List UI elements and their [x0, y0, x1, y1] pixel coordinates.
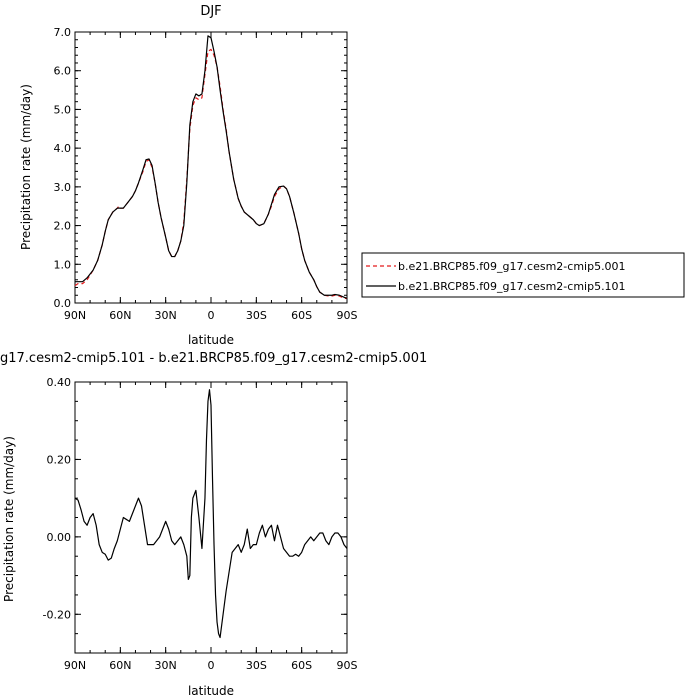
bottom-chart-title: g17.cesm2-cmip5.101 - b.e21.BRCP85.f09_g… [0, 351, 427, 366]
bottom-x-tick-label: 90S [337, 659, 358, 672]
top-x-tick-label: 60S [291, 309, 312, 322]
top-chart-title: DJF [200, 4, 221, 19]
top-chart: DJF Precipitation rate (mm/day) latitude… [19, 4, 358, 347]
bottom-chart: g17.cesm2-cmip5.101 - b.e21.BRCP85.f09_g… [0, 351, 427, 698]
top-chart-ylabel: Precipitation rate (mm/day) [19, 84, 33, 250]
top-x-tick-label: 60N [109, 309, 131, 322]
bottom-y-tick-label: -0.20 [43, 608, 71, 621]
top-y-tick-label: 4.0 [54, 142, 72, 155]
top-y-tick-label: 7.0 [54, 26, 72, 39]
top-series-line-1 [74, 48, 347, 299]
top-y-tick-label: 0.0 [54, 297, 72, 310]
legend-box [361, 252, 685, 298]
top-x-tick-label: 30S [246, 309, 267, 322]
top-x-tick-label: 30N [155, 309, 177, 322]
bottom-chart-ylabel: Precipitation rate (mm/day) [2, 436, 16, 602]
bottom-plot-area: 90N 60N 30N 0 30S 60S 90S 0.40 0.20 0.00 -0.20 [43, 376, 358, 672]
top-y-tick-label: 6.0 [54, 65, 72, 78]
bottom-x-tick-label: 30N [155, 659, 177, 672]
bottom-x-tick-label: 30S [246, 659, 267, 672]
bottom-chart-xlabel: latitude [188, 684, 234, 698]
legend-label-series-1: b.e21.BRCP85.f09_g17.cesm2-cmip5.001 [398, 260, 626, 273]
legend-label-series-2: b.e21.BRCP85.f09_g17.cesm2-cmip5.101 [398, 280, 626, 293]
bottom-x-tick-label: 90N [64, 659, 86, 672]
bottom-series-line-1 [74, 389, 348, 639]
bottom-y-tick-label: 0.00 [47, 531, 72, 544]
top-y-tick-label: 1.0 [54, 258, 72, 271]
top-plot-area: 90N 60N 30N 0 30S 60S 90S 0.0 1.0 2.0 3.0 4.0 5.0 6.0… [54, 26, 358, 322]
legend: b.e21.BRCP85.f09_g17.cesm2-cmip5.001 b.e… [361, 252, 685, 298]
bottom-x-tick-label: 60S [291, 659, 312, 672]
top-y-tick-label: 3.0 [54, 181, 72, 194]
bottom-x-tick-label: 60N [109, 659, 131, 672]
top-chart-xlabel: latitude [188, 333, 234, 347]
top-y-tick-label: 5.0 [54, 103, 72, 116]
bottom-y-tick-label: 0.20 [47, 453, 72, 466]
top-plot-frame [74, 31, 348, 304]
top-y-tick-label: 2.0 [54, 220, 72, 233]
top-x-tick-label: 0 [208, 309, 215, 322]
top-series-line-2 [75, 35, 348, 299]
top-x-tick-label: 90N [64, 309, 86, 322]
top-x-tick-label: 90S [337, 309, 358, 322]
bottom-y-tick-label: 0.40 [47, 376, 72, 389]
bottom-x-tick-label: 0 [208, 659, 215, 672]
